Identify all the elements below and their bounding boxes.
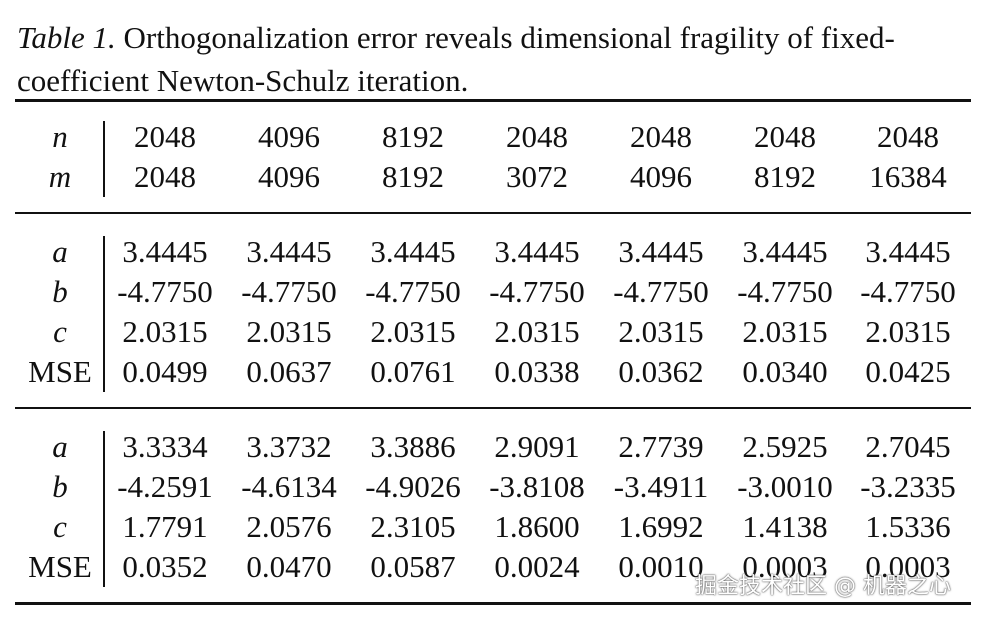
- cell: 2.0315: [742, 314, 828, 349]
- cell: -3.4911: [613, 469, 709, 504]
- cell: 1.8600: [494, 509, 580, 544]
- cell: 3.3886: [370, 429, 456, 464]
- cell: 2.7045: [865, 429, 951, 464]
- row-label: c: [53, 509, 67, 544]
- cell: 0.0362: [618, 354, 704, 389]
- cell: -3.2335: [860, 469, 956, 504]
- cell: 1.5336: [865, 509, 951, 544]
- cell: 2048: [754, 119, 816, 154]
- cell: 0.0003: [865, 549, 951, 584]
- column-divider: [103, 236, 105, 392]
- cell: 0.0761: [370, 354, 456, 389]
- cell: 0.0010: [618, 549, 704, 584]
- cell: 2.5925: [742, 429, 828, 464]
- cell: 2.3105: [370, 509, 456, 544]
- row-label: MSE: [28, 354, 92, 389]
- cell: 3.4445: [246, 234, 332, 269]
- cell: 0.0338: [494, 354, 580, 389]
- cell: 2048: [630, 119, 692, 154]
- cell: 2.0315: [865, 314, 951, 349]
- row-label: b: [52, 469, 68, 504]
- cell: 2048: [134, 159, 196, 194]
- cell: -4.6134: [241, 469, 337, 504]
- cell: 0.0499: [122, 354, 208, 389]
- row-label: m: [48, 159, 72, 194]
- cell: 2.0576: [246, 509, 332, 544]
- cell: 0.0003: [742, 549, 828, 584]
- cell: 4096: [630, 159, 692, 194]
- cell: 0.0470: [246, 549, 332, 584]
- cell: -4.9026: [365, 469, 461, 504]
- cell: 2.0315: [494, 314, 580, 349]
- row-label: c: [53, 314, 67, 349]
- column-divider: [103, 121, 105, 197]
- cell: 1.4138: [742, 509, 828, 544]
- cell: 3.3334: [122, 429, 208, 464]
- cell: 0.0637: [246, 354, 332, 389]
- cell: -4.7750: [489, 274, 585, 309]
- group-rule: [15, 407, 971, 409]
- cell: 3.4445: [618, 234, 704, 269]
- cell: 2.9091: [494, 429, 580, 464]
- cell: 8192: [382, 119, 444, 154]
- cell: 3.4445: [370, 234, 456, 269]
- cell: 2.0315: [370, 314, 456, 349]
- cell: 8192: [754, 159, 816, 194]
- cell: 2.0315: [618, 314, 704, 349]
- column-divider: [103, 431, 105, 587]
- caption: Table 1. Orthogonalization error reveals…: [17, 16, 992, 102]
- cell: 3.3732: [246, 429, 332, 464]
- cell: -4.7750: [365, 274, 461, 309]
- row-label: n: [52, 119, 68, 154]
- cell: 0.0024: [494, 549, 580, 584]
- cell: -4.2591: [117, 469, 213, 504]
- caption-label: Table 1.: [17, 20, 116, 55]
- cell: 3.4445: [122, 234, 208, 269]
- cell: 2.0315: [246, 314, 332, 349]
- cell: 3.4445: [494, 234, 580, 269]
- cell: 3.4445: [865, 234, 951, 269]
- cell: 4096: [258, 159, 320, 194]
- cell: -3.0010: [737, 469, 833, 504]
- cell: 0.0425: [865, 354, 951, 389]
- caption-text: Orthogonalization error reveals dimensio…: [17, 20, 895, 98]
- group-rule: [15, 212, 971, 214]
- cell: 2048: [506, 119, 568, 154]
- cell: 3072: [506, 159, 568, 194]
- cell: 2048: [134, 119, 196, 154]
- cell: -4.7750: [241, 274, 337, 309]
- cell: 0.0352: [122, 549, 208, 584]
- bottom-rule: [15, 602, 971, 605]
- cell: -4.7750: [860, 274, 956, 309]
- cell: 2.7739: [618, 429, 704, 464]
- cell: 0.0587: [370, 549, 456, 584]
- cell: 3.4445: [742, 234, 828, 269]
- row-label: a: [52, 234, 68, 269]
- row-label: b: [52, 274, 68, 309]
- cell: -4.7750: [613, 274, 709, 309]
- cell: 1.7791: [122, 509, 208, 544]
- cell: 2.0315: [122, 314, 208, 349]
- row-label: a: [52, 429, 68, 464]
- cell: -4.7750: [117, 274, 213, 309]
- cell: 1.6992: [618, 509, 704, 544]
- row-label: MSE: [28, 549, 92, 584]
- cell: -4.7750: [737, 274, 833, 309]
- top-rule: [15, 99, 971, 102]
- cell: 16384: [869, 159, 947, 194]
- watermark: 掘金技术社区 @ 机器之心: [695, 574, 951, 599]
- cell: 4096: [258, 119, 320, 154]
- cell: 2048: [877, 119, 939, 154]
- cell: 0.0340: [742, 354, 828, 389]
- cell: 8192: [382, 159, 444, 194]
- cell: -3.8108: [489, 469, 585, 504]
